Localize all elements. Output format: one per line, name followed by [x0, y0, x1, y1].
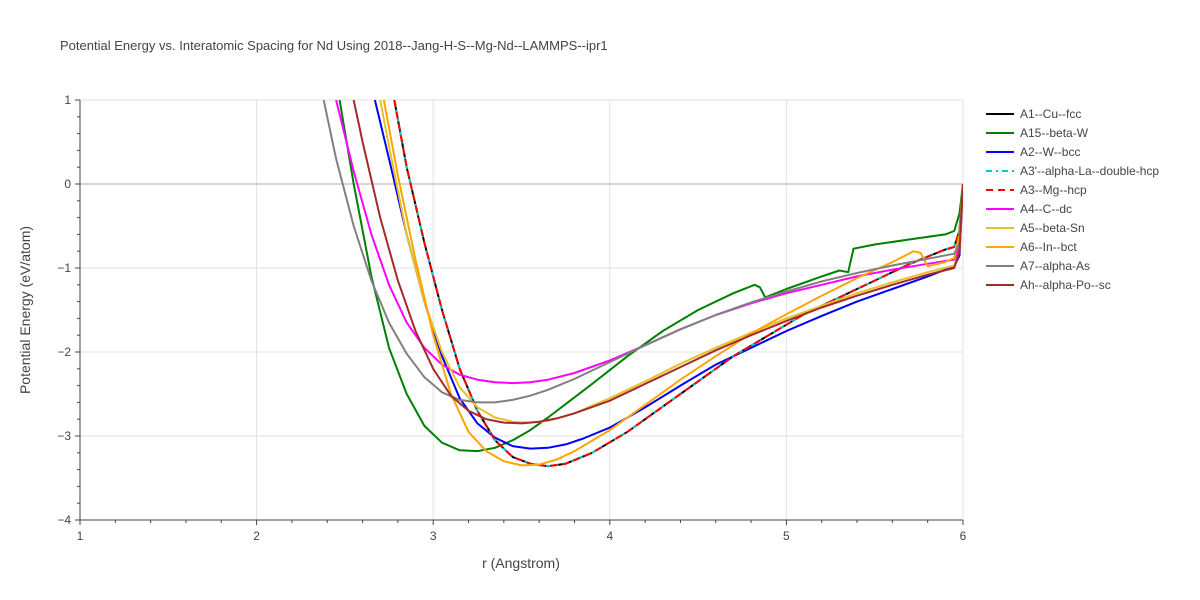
- series-line-a1-cu-fcc: [393, 100, 963, 468]
- axes: [75, 99, 964, 525]
- x-tick-label: 2: [253, 529, 260, 543]
- legend-label: A15--beta-W: [1020, 126, 1089, 140]
- legend-label: A3--Mg--hcp: [1020, 183, 1087, 197]
- series-lines: [322, 100, 963, 468]
- legend-label: A4--C--dc: [1020, 202, 1072, 216]
- series-line-a3-mg-hcp: [393, 100, 963, 468]
- y-tick-label: −3: [57, 429, 71, 443]
- y-tick-label: 1: [64, 93, 71, 107]
- y-tick-label: −1: [57, 261, 71, 275]
- series-line-a4-c-dc: [335, 100, 963, 385]
- legend-label: A1--Cu--fcc: [1020, 107, 1081, 121]
- x-tick-label: 5: [783, 529, 790, 543]
- series-line-a5-beta-sn: [379, 100, 963, 424]
- series-line-ah-alpha-po-sc: [352, 100, 963, 425]
- x-tick-label: 6: [960, 529, 967, 543]
- series-line-a7-alpha-as: [322, 100, 963, 404]
- grid-lines: [80, 99, 964, 520]
- legend-label: A3'--alpha-La--double-hcp: [1020, 164, 1159, 178]
- x-tick-label: 4: [606, 529, 613, 543]
- y-axis-label: Potential Energy (eV/atom): [17, 226, 33, 394]
- series-line-a15-beta-w: [338, 100, 963, 453]
- x-tick-label: 1: [77, 529, 84, 543]
- series-line-a3-alpha-la-double-hcp: [393, 100, 963, 468]
- y-tick-label: −2: [57, 345, 71, 359]
- series-line-a2-w-bcc: [373, 100, 963, 450]
- legend: A1--Cu--fcc A15--beta-W A2--W--bcc A3'--alp…: [986, 107, 1159, 292]
- legend-label: A5--beta-Sn: [1020, 221, 1085, 235]
- x-axis-label: r (Angstrom): [482, 555, 560, 571]
- y-tick-label: −4: [57, 513, 71, 527]
- y-tick-label: 0: [64, 177, 71, 191]
- legend-label: A6--In--bct: [1020, 240, 1077, 254]
- legend-label: A7--alpha-As: [1020, 259, 1090, 273]
- x-tick-label: 3: [430, 529, 437, 543]
- chart-title: Potential Energy vs. Interatomic Spacing…: [60, 38, 608, 53]
- legend-label: A2--W--bcc: [1020, 145, 1080, 159]
- legend-label: Ah--alpha-Po--sc: [1020, 278, 1111, 292]
- tick-labels: 1 2 3 4 5 6 −4 −3 −2 −1 0 1: [57, 93, 966, 543]
- series-line-a6-in-bct: [382, 100, 963, 467]
